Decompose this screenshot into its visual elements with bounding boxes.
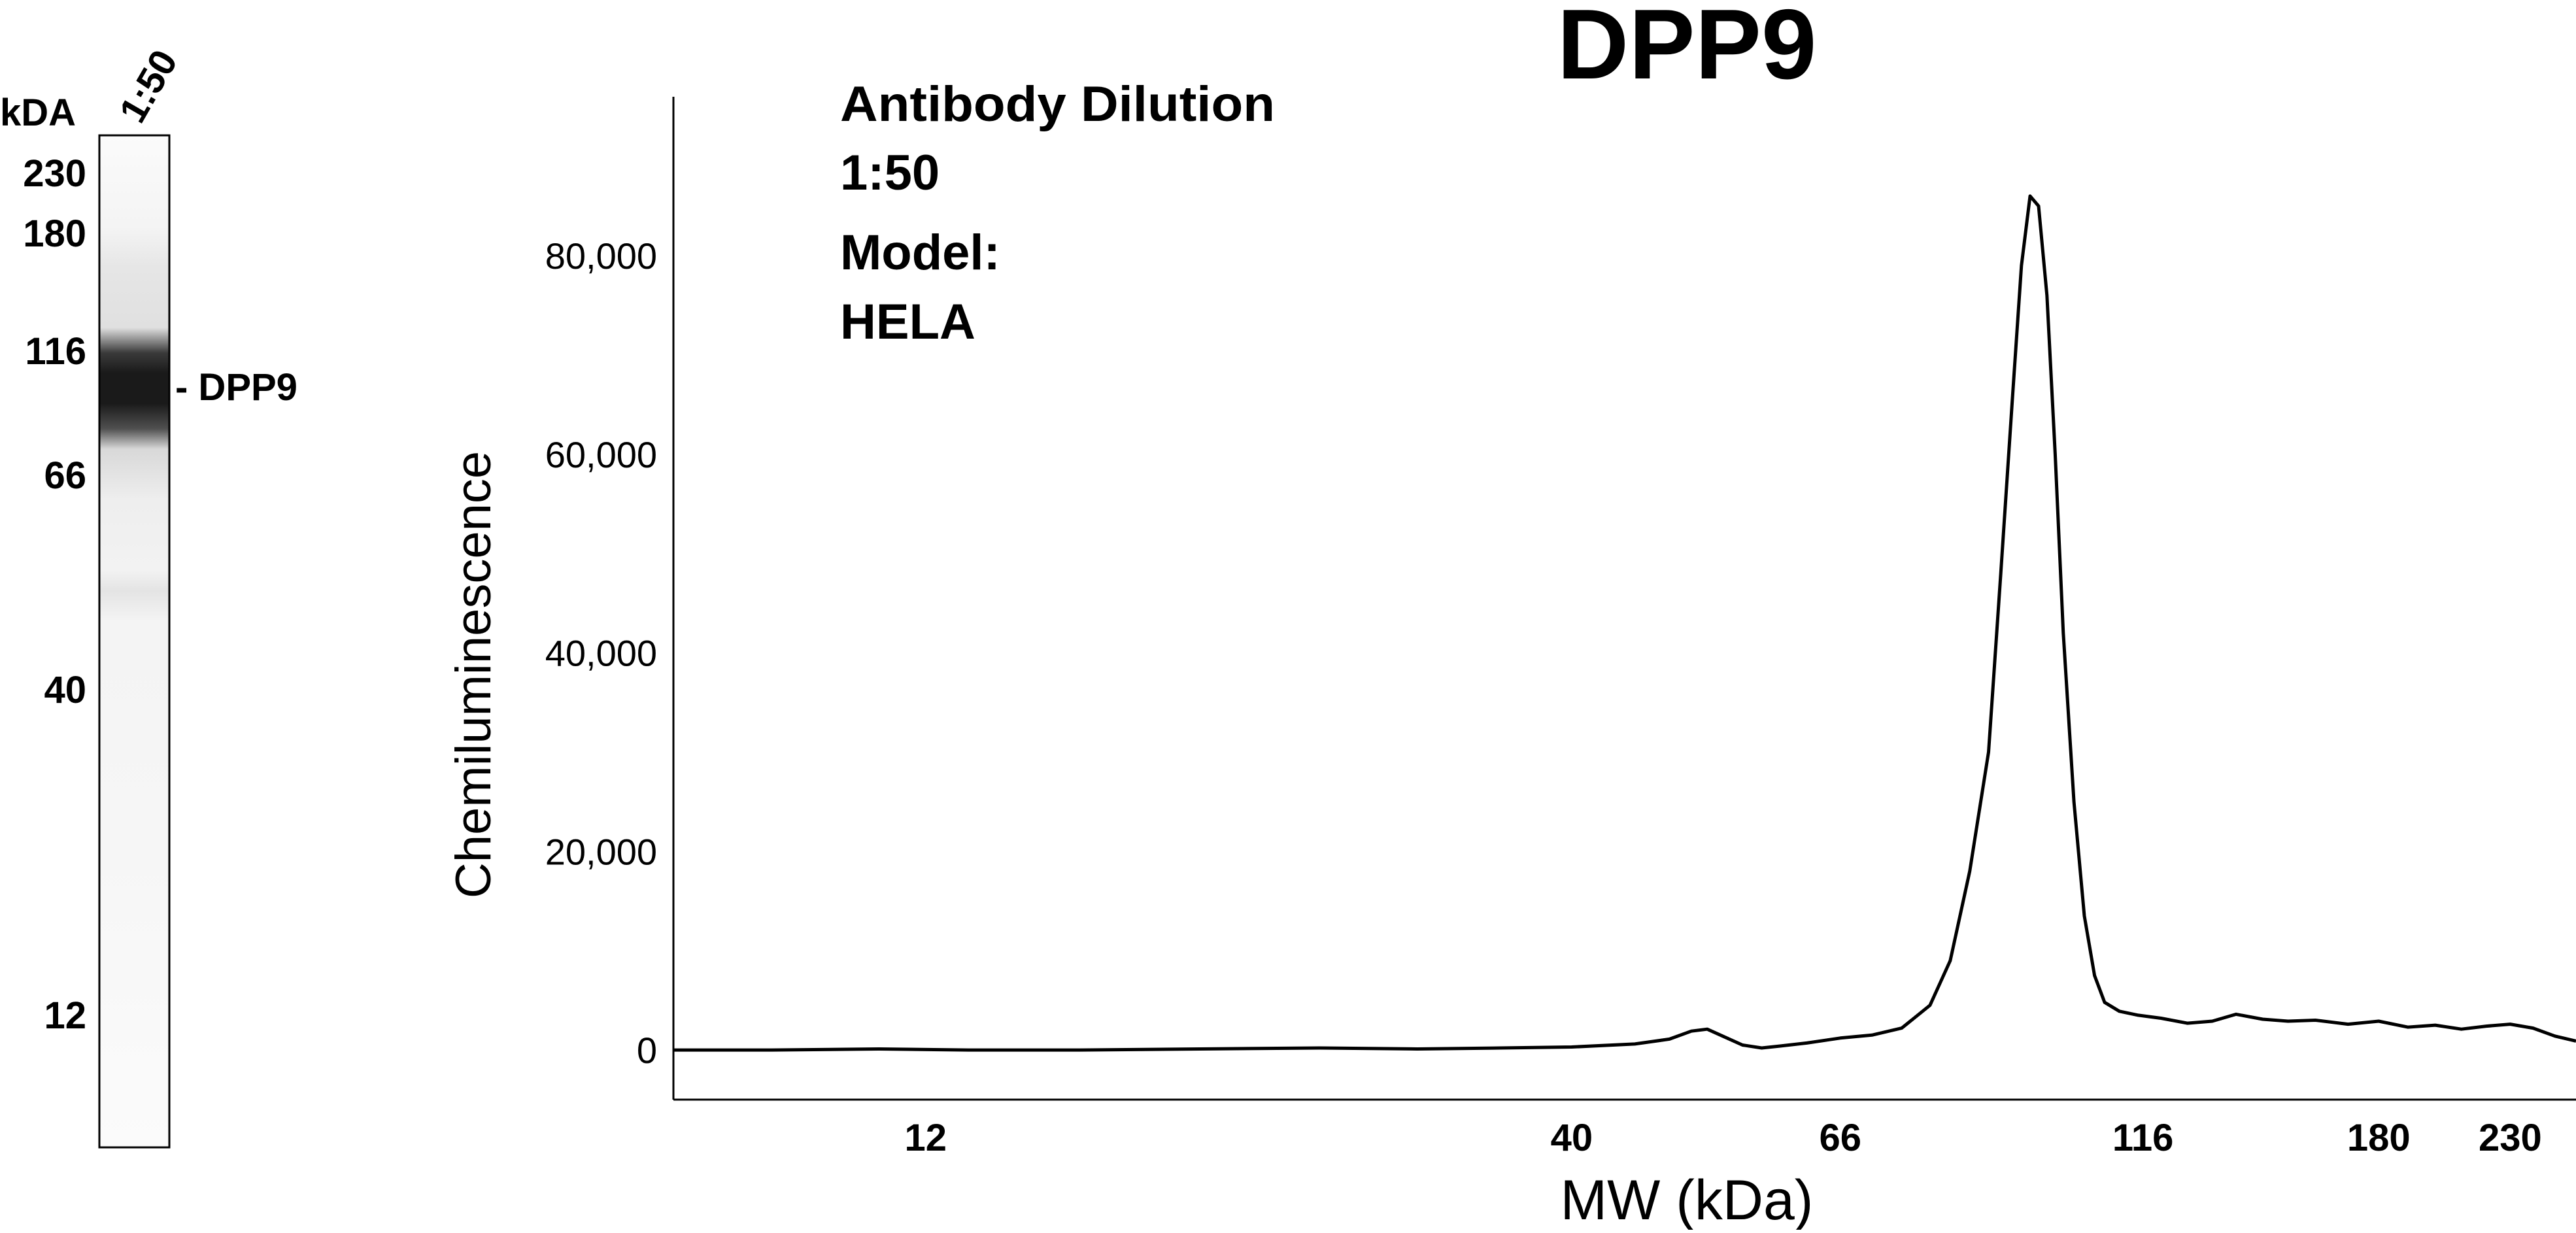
annotation-line: Antibody Dilution bbox=[840, 76, 1275, 132]
annotation-line: 1:50 bbox=[840, 145, 940, 201]
x-tick-label: 40 bbox=[1551, 1117, 1593, 1159]
lane-capillary bbox=[98, 134, 171, 1149]
marker-label: 180 bbox=[23, 212, 86, 255]
y-tick-label: 40,000 bbox=[545, 633, 657, 674]
marker-label: 116 bbox=[25, 330, 86, 373]
y-tick-label: 0 bbox=[637, 1030, 657, 1071]
lane-panel: kDA 1:50 230 180 116 66 40 12 - DPP9 bbox=[0, 42, 297, 1149]
y-axis-label: Chemiluminescence bbox=[446, 451, 501, 898]
lane-unit-label: kDA bbox=[0, 92, 76, 134]
marker-label: 66 bbox=[44, 454, 86, 497]
chart-title: DPP9 bbox=[1557, 0, 1816, 100]
x-tick-label: 12 bbox=[904, 1117, 947, 1159]
y-tick-label: 80,000 bbox=[545, 235, 657, 277]
lane-dilution-label: 1:50 bbox=[111, 42, 186, 129]
x-tick-label: 180 bbox=[2347, 1117, 2411, 1159]
marker-label: 230 bbox=[23, 152, 86, 195]
marker-label: 40 bbox=[44, 669, 86, 711]
series-line bbox=[673, 194, 2576, 1052]
y-tick-label: 20,000 bbox=[545, 831, 657, 872]
annotation-line: Model: bbox=[840, 225, 1000, 280]
marker-label: 12 bbox=[44, 994, 86, 1037]
y-ticks: 0 20,000 40,000 60,000 80,000 bbox=[545, 235, 657, 1071]
x-tick-label: 116 bbox=[2112, 1117, 2174, 1159]
annotation-line: HELA bbox=[840, 294, 975, 350]
band-label: - DPP9 bbox=[175, 366, 297, 409]
x-tick-label: 66 bbox=[1820, 1117, 1862, 1159]
chart: DPP9 Antibody Dilution 1:50 Model: HELA … bbox=[446, 0, 2576, 1232]
x-tick-label: 230 bbox=[2479, 1117, 2542, 1159]
y-tick-label: 60,000 bbox=[545, 434, 657, 475]
x-ticks: 12 40 66 116 180 230 bbox=[904, 1117, 2541, 1159]
x-axis-label: MW (kDa) bbox=[1561, 1169, 1814, 1230]
series-layer bbox=[673, 194, 2576, 1052]
